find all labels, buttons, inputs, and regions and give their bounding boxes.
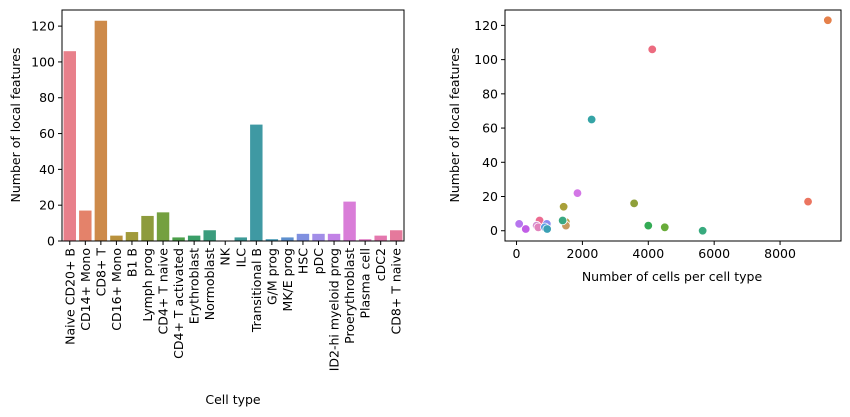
scatter-x-ticks: 0 2000 4000 6000 8000 [513, 241, 796, 261]
scatter-y-tick-label: 100 [474, 52, 498, 67]
bar [358, 239, 372, 241]
bar-x-tick-label: CD4+ T naive [156, 248, 171, 335]
bar-x-tick-label: ID2-hi myeloid prog [327, 248, 342, 371]
bar [343, 201, 356, 241]
bar-y-tick-label: 20 [39, 198, 55, 213]
bar [141, 215, 154, 241]
bar [156, 212, 170, 241]
bar [187, 235, 201, 241]
bar-y-ticks: 0 20 40 60 80 100 120 [31, 19, 62, 249]
scatter-point [542, 224, 552, 234]
bar-y-tick-label: 60 [39, 126, 55, 141]
bar [390, 230, 403, 241]
scatter-point [521, 224, 531, 234]
bar [265, 239, 279, 241]
bar-x-tick-label: CD8+ T naive [389, 248, 404, 335]
bar [79, 210, 92, 241]
scatter-point [629, 198, 639, 209]
bar [63, 51, 76, 241]
scatter-point [823, 15, 833, 25]
bar-x-tick-label: B1 B [124, 248, 139, 277]
scatter-point [557, 215, 568, 226]
bar-y-axis-label: Number of local features [8, 48, 23, 203]
scatter-point [572, 188, 583, 198]
bar-x-tick-label: CD4+ T activated [171, 248, 186, 359]
bar-x-ticks: Naive CD20+ B CD14+ Mono CD8+ T CD16+ Mono B… [62, 241, 404, 371]
bar [312, 233, 325, 241]
bar-x-tick-label: Erythroblast [187, 248, 202, 324]
bar-y-tick-label: 120 [31, 19, 55, 34]
scatter-point [697, 226, 708, 236]
bar-x-tick-label: HSC [295, 248, 310, 274]
bar-x-tick-label: CD14+ Mono [78, 248, 93, 331]
bar-x-tick-label: Transitional B [249, 248, 264, 333]
scatter-y-tick-label: 80 [482, 86, 498, 101]
bar-x-tick-label: Plasma cell [358, 248, 373, 319]
scatter-x-tick-label: 8000 [764, 246, 796, 261]
bar-x-tick-label: Proerythroblast [342, 248, 357, 344]
bar [234, 237, 247, 241]
scatter-y-tick-label: 40 [482, 155, 498, 170]
bar [374, 235, 387, 241]
scatter-x-tick-label: 4000 [632, 246, 664, 261]
bar-y-tick-label: 0 [47, 234, 55, 249]
scatter-y-tick-label: 20 [482, 189, 498, 204]
bar-x-tick-label: pDC [311, 248, 326, 275]
bar [203, 230, 216, 241]
scatter-plot-frame [504, 9, 842, 242]
bar-y-tick-label: 80 [39, 90, 55, 105]
scatter-chart-panel: 0 20 40 60 80 100 120 0 2000 4000 6000 8000 Number… [447, 9, 842, 284]
scatter-y-axis-label: Number of local features [447, 48, 462, 203]
bar [327, 233, 341, 241]
bar-x-axis-label: Cell type [205, 392, 261, 407]
bar [281, 237, 294, 241]
bar-x-tick-label: Normoblast [202, 248, 217, 320]
bar-y-tick-label: 40 [39, 162, 55, 177]
scatter-marks [514, 15, 833, 236]
scatter-x-tick-label: 2000 [567, 246, 599, 261]
bar-x-tick-label: CD16+ Mono [109, 248, 124, 331]
bar-x-tick-label: CD8+ T [93, 248, 108, 297]
scatter-point [643, 220, 653, 231]
bar-x-tick-label: cDC2 [373, 248, 388, 281]
scatter-point [803, 196, 813, 207]
bar [125, 232, 139, 241]
scatter-y-ticks: 0 20 40 60 80 100 120 [474, 18, 505, 238]
bar [296, 233, 310, 241]
scatter-point [586, 114, 597, 125]
bar-plot-frame [61, 9, 405, 242]
bar-x-tick-label: ILC [233, 248, 248, 268]
scatter-point [514, 219, 524, 229]
scatter-y-tick-label: 60 [482, 121, 498, 136]
scatter-y-tick-label: 0 [490, 223, 498, 238]
bar [250, 124, 263, 241]
scatter-x-axis-label: Number of cells per cell type [582, 269, 763, 284]
bar-x-tick-label: Lymph prog [140, 248, 155, 322]
bar-y-tick-label: 100 [31, 54, 55, 69]
bar-x-tick-label: NK [218, 247, 233, 265]
bar [94, 20, 108, 241]
scatter-x-tick-label: 6000 [698, 246, 730, 261]
bar [110, 235, 123, 241]
scatter-x-tick-label: 0 [513, 246, 521, 261]
bar [172, 237, 185, 241]
bar-x-tick-label: Naive CD20+ B [62, 248, 77, 345]
scatter-y-tick-label: 120 [474, 18, 498, 33]
scatter-point [660, 222, 670, 233]
scatter-point [558, 202, 569, 212]
scatter-point [647, 44, 657, 55]
bar-x-tick-label: MK/E prog [280, 248, 295, 311]
bar-marks [63, 20, 403, 241]
bar-x-tick-label: G/M prog [264, 248, 279, 305]
